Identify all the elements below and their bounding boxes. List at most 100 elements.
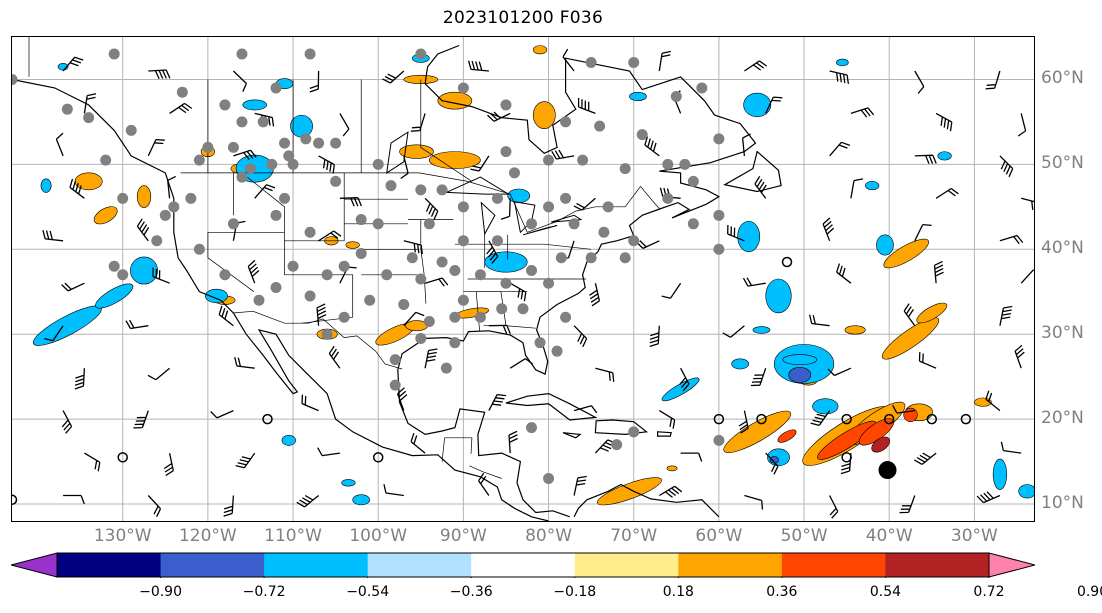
station-dot xyxy=(283,150,295,162)
wind-barb xyxy=(169,102,193,114)
station-dot xyxy=(598,226,610,238)
wind-barb xyxy=(318,230,342,242)
station-dot xyxy=(423,315,435,327)
station-dot xyxy=(257,116,269,128)
political-border xyxy=(454,243,592,250)
station-dot xyxy=(364,294,376,306)
station-circle xyxy=(781,256,793,268)
station-dot xyxy=(555,252,567,264)
contour-region xyxy=(992,458,1008,490)
wind-barb xyxy=(339,113,350,137)
contour-region xyxy=(399,144,434,159)
wind-barb xyxy=(918,352,937,369)
wind-barb xyxy=(914,154,937,165)
colorbar-segment xyxy=(57,553,162,577)
station-dot xyxy=(304,290,316,302)
station-dot xyxy=(372,158,384,170)
wind-barb xyxy=(339,197,362,207)
station-dot xyxy=(713,209,725,221)
coastline xyxy=(550,214,583,223)
station-dot xyxy=(389,379,401,391)
wind-barb xyxy=(254,184,276,199)
wind-barb xyxy=(508,430,518,454)
station-dot xyxy=(713,133,725,145)
station-dot xyxy=(159,209,171,221)
wind-barb xyxy=(985,390,1001,412)
contour-region xyxy=(836,58,849,67)
coastline xyxy=(594,419,649,436)
colorbar-segment xyxy=(264,553,369,577)
station-dot xyxy=(526,218,538,230)
contour-region xyxy=(865,181,880,191)
wind-barb xyxy=(424,348,438,369)
shaded-contours xyxy=(32,45,1034,506)
wind-barb xyxy=(55,132,64,157)
wind-barb xyxy=(424,197,439,220)
colorbar-segment xyxy=(160,553,265,577)
station-dot xyxy=(457,294,469,306)
station-dot xyxy=(202,141,214,153)
contour-region xyxy=(876,234,894,256)
station-dot xyxy=(474,269,486,281)
station-dot xyxy=(266,158,278,170)
wind-barb xyxy=(985,70,1001,90)
wind-barb xyxy=(999,155,1014,178)
station-dot xyxy=(415,332,427,344)
station-dot xyxy=(551,345,563,357)
colorbar-segment xyxy=(471,553,576,577)
wind-barb xyxy=(396,387,408,411)
wind-barb xyxy=(147,495,162,518)
station-dot xyxy=(436,256,448,268)
contour-region xyxy=(95,283,134,309)
map-panel xyxy=(11,36,1035,522)
colorbar-tick-label: 0.54 xyxy=(869,584,902,600)
wind-barb xyxy=(829,141,851,157)
wind-barb xyxy=(147,138,165,157)
wind-barb xyxy=(403,240,423,255)
wind-barb xyxy=(573,197,596,211)
contour-region xyxy=(731,358,749,370)
contour-region xyxy=(629,91,647,101)
wind-barb xyxy=(233,149,257,161)
wind-barb xyxy=(247,259,260,284)
wind-barb xyxy=(301,394,319,412)
station-dot xyxy=(602,201,614,213)
station-dot xyxy=(662,192,674,204)
station-dot xyxy=(662,158,674,170)
station-circle xyxy=(841,413,852,425)
station-dot xyxy=(151,235,163,247)
station-dot xyxy=(270,209,282,221)
contour-region xyxy=(532,101,556,130)
wind-barb xyxy=(424,277,449,287)
station-dot xyxy=(415,48,427,60)
contour-region xyxy=(767,448,790,467)
station-dot xyxy=(355,248,367,260)
station-dot xyxy=(83,112,95,124)
wind-barb xyxy=(914,223,932,242)
contour-region xyxy=(352,494,370,506)
wind-barb xyxy=(509,358,534,369)
wind-barb xyxy=(309,70,320,93)
station-dot xyxy=(253,294,265,306)
station-dot xyxy=(713,434,725,446)
wind-barb xyxy=(658,50,672,72)
longitude-tick-label: 70°W xyxy=(610,526,658,546)
colorbar-tick-label: 0.36 xyxy=(766,584,798,600)
political-border xyxy=(441,437,473,462)
wind-barb xyxy=(163,452,174,477)
station-dot xyxy=(176,86,188,98)
contour-region xyxy=(661,377,700,402)
contour-region xyxy=(937,151,952,161)
longitude-tick-label: 60°W xyxy=(695,526,743,546)
wind-barb xyxy=(822,217,835,242)
station-dot xyxy=(543,154,555,166)
station-dot xyxy=(543,201,555,213)
coastlines xyxy=(12,37,782,521)
station-dot xyxy=(636,129,648,141)
wind-barb xyxy=(488,393,507,411)
contour-region xyxy=(345,241,360,249)
contour-region xyxy=(723,410,792,453)
station-dot xyxy=(500,277,512,289)
station-dot xyxy=(619,163,631,175)
contour-region xyxy=(817,420,877,460)
